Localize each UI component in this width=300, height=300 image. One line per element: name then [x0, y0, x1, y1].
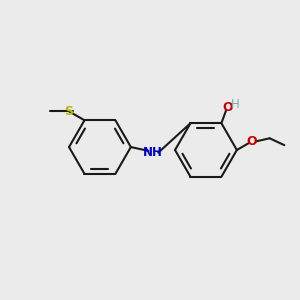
Text: H: H: [231, 98, 240, 111]
Text: S: S: [64, 105, 73, 118]
Text: O: O: [222, 101, 232, 114]
Text: NH: NH: [143, 146, 163, 159]
Text: O: O: [246, 135, 257, 148]
